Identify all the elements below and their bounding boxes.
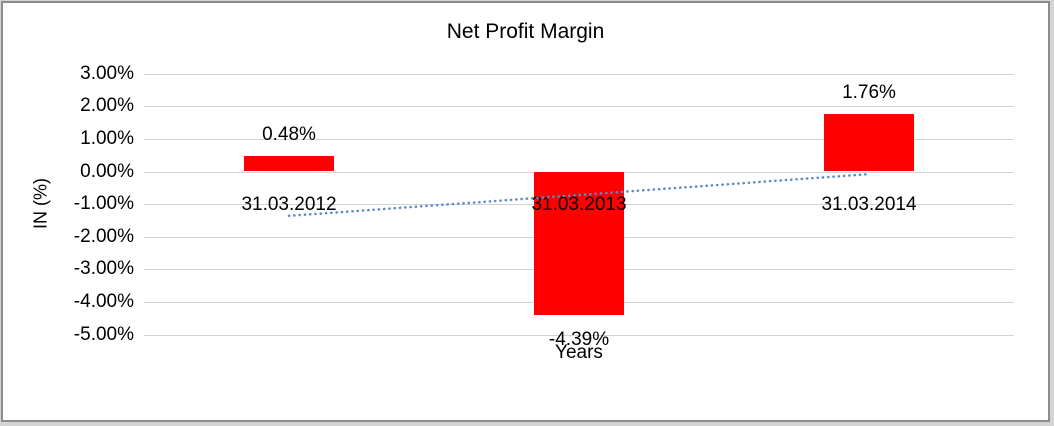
bar-value-label: 1.76% xyxy=(842,82,896,104)
x-category-label: 31.03.2012 xyxy=(241,193,337,215)
gridline xyxy=(144,106,1014,108)
y-tick-label: -1.00% xyxy=(73,193,134,215)
y-tick-label: 0.00% xyxy=(80,160,134,182)
chart-title: Net Profit Margin xyxy=(446,20,605,43)
bar-value-label: -4.39% xyxy=(548,328,610,350)
gridline xyxy=(144,138,1014,140)
gridline xyxy=(144,73,1014,75)
y-tick-label: -4.00% xyxy=(73,290,134,312)
bar-value-label: 0.48% xyxy=(262,123,316,145)
x-category-label: 31.03.2013 xyxy=(531,193,627,215)
y-tick-label: 2.00% xyxy=(80,95,134,117)
bar xyxy=(824,114,914,172)
bar xyxy=(244,155,334,172)
x-axis-title: Years xyxy=(555,342,603,363)
y-tick-label: 1.00% xyxy=(80,127,134,149)
y-tick-label: 3.00% xyxy=(80,62,134,84)
gridline xyxy=(144,334,1014,336)
y-tick-label: -3.00% xyxy=(73,258,134,280)
y-tick-label: -2.00% xyxy=(73,225,134,247)
x-category-label: 31.03.2014 xyxy=(821,193,917,215)
y-tick-label: -5.00% xyxy=(73,323,134,345)
